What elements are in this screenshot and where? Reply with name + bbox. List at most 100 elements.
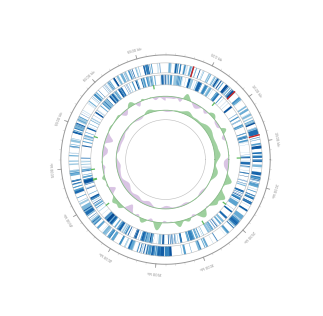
Polygon shape: [150, 203, 151, 206]
Polygon shape: [225, 167, 228, 168]
Polygon shape: [252, 156, 262, 158]
Polygon shape: [194, 104, 196, 108]
Polygon shape: [204, 126, 209, 130]
Polygon shape: [214, 148, 218, 149]
Polygon shape: [212, 140, 215, 142]
Polygon shape: [70, 144, 80, 146]
Polygon shape: [225, 140, 226, 141]
Polygon shape: [199, 106, 200, 108]
Polygon shape: [171, 234, 172, 244]
Polygon shape: [215, 164, 216, 165]
Polygon shape: [128, 128, 129, 129]
Polygon shape: [198, 227, 203, 236]
Polygon shape: [121, 206, 123, 208]
Polygon shape: [145, 201, 147, 204]
Polygon shape: [129, 191, 131, 193]
Polygon shape: [81, 202, 91, 210]
Polygon shape: [121, 223, 128, 233]
Polygon shape: [105, 180, 106, 181]
Polygon shape: [158, 97, 159, 98]
Polygon shape: [181, 112, 182, 113]
Polygon shape: [206, 128, 210, 131]
Polygon shape: [109, 187, 113, 189]
Polygon shape: [127, 129, 128, 130]
Polygon shape: [132, 82, 137, 91]
Polygon shape: [118, 172, 121, 173]
Polygon shape: [140, 199, 141, 202]
Polygon shape: [215, 159, 218, 160]
Polygon shape: [101, 209, 109, 215]
Polygon shape: [124, 71, 130, 81]
Polygon shape: [190, 115, 192, 117]
Polygon shape: [78, 198, 88, 202]
Polygon shape: [191, 116, 193, 118]
Polygon shape: [214, 153, 220, 154]
Polygon shape: [173, 75, 178, 86]
Polygon shape: [212, 143, 216, 144]
Polygon shape: [83, 205, 95, 216]
Polygon shape: [118, 204, 120, 206]
Polygon shape: [160, 223, 161, 228]
Polygon shape: [214, 200, 218, 204]
Polygon shape: [211, 138, 214, 140]
Polygon shape: [119, 115, 120, 116]
Polygon shape: [109, 187, 112, 189]
Polygon shape: [222, 137, 225, 138]
Polygon shape: [176, 97, 177, 98]
Polygon shape: [228, 92, 235, 99]
Polygon shape: [239, 142, 248, 144]
Polygon shape: [203, 110, 205, 111]
Polygon shape: [75, 124, 85, 129]
Polygon shape: [178, 111, 179, 112]
Polygon shape: [97, 109, 105, 115]
Polygon shape: [204, 111, 206, 113]
Polygon shape: [90, 120, 99, 125]
Polygon shape: [203, 125, 206, 127]
Polygon shape: [121, 180, 125, 182]
Polygon shape: [153, 222, 154, 223]
Polygon shape: [201, 123, 203, 125]
Polygon shape: [215, 162, 217, 163]
Polygon shape: [75, 125, 84, 129]
Polygon shape: [137, 119, 138, 121]
Polygon shape: [127, 205, 131, 210]
Polygon shape: [151, 219, 152, 222]
Polygon shape: [128, 107, 129, 108]
Polygon shape: [222, 136, 224, 137]
Polygon shape: [200, 107, 201, 108]
Polygon shape: [127, 128, 128, 129]
Polygon shape: [120, 177, 122, 178]
Polygon shape: [157, 97, 158, 99]
Polygon shape: [241, 113, 250, 118]
Polygon shape: [108, 229, 115, 238]
Polygon shape: [105, 139, 112, 142]
Polygon shape: [243, 198, 252, 204]
Polygon shape: [201, 124, 203, 126]
Polygon shape: [126, 110, 128, 112]
Polygon shape: [103, 152, 107, 153]
Polygon shape: [138, 119, 139, 120]
Polygon shape: [122, 113, 124, 116]
Polygon shape: [186, 78, 190, 88]
Polygon shape: [190, 67, 194, 77]
Polygon shape: [204, 210, 207, 213]
Polygon shape: [134, 121, 135, 122]
Polygon shape: [201, 191, 203, 192]
Polygon shape: [139, 118, 141, 120]
Polygon shape: [210, 76, 216, 86]
Polygon shape: [129, 191, 131, 193]
Polygon shape: [223, 134, 224, 135]
Polygon shape: [238, 207, 247, 212]
Polygon shape: [119, 235, 125, 245]
Text: 6500 kb: 6500 kb: [127, 47, 142, 55]
Polygon shape: [103, 167, 105, 168]
Polygon shape: [189, 98, 190, 101]
Polygon shape: [113, 123, 114, 124]
Polygon shape: [185, 220, 186, 221]
Polygon shape: [188, 202, 189, 203]
Polygon shape: [209, 205, 210, 206]
Polygon shape: [187, 219, 188, 222]
Polygon shape: [125, 225, 130, 234]
Polygon shape: [141, 219, 143, 222]
Polygon shape: [137, 119, 138, 121]
